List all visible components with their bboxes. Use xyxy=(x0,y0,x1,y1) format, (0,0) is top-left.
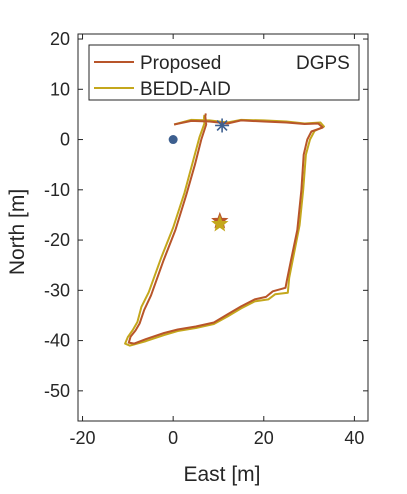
y-tick-label: 10 xyxy=(50,79,70,99)
x-tick-label: 0 xyxy=(168,428,178,448)
x-axis-label: East [m] xyxy=(183,463,260,486)
y-tick-label: -20 xyxy=(44,230,70,250)
y-tick-label: -10 xyxy=(44,180,70,200)
x-tick-label: 20 xyxy=(254,428,274,448)
series-layer xyxy=(124,113,325,347)
legend-label-proposed: Proposed xyxy=(140,53,221,74)
plot-frame xyxy=(77,33,369,422)
end-bedd-star xyxy=(211,214,229,232)
plot-box xyxy=(77,33,369,422)
series-line-proposed xyxy=(127,113,324,345)
y-tick-label: 0 xyxy=(60,130,70,150)
axis-ticks: -20 0 20 40 20 10 0 -10 -20 -30 -40 -50 xyxy=(44,29,368,448)
legend-box xyxy=(88,44,360,101)
dgps-marker xyxy=(215,118,230,133)
y-tick-label: -30 xyxy=(44,280,70,300)
y-tick-label: -50 xyxy=(44,381,70,401)
y-tick-label: -40 xyxy=(44,331,70,351)
y-tick-label: 20 xyxy=(50,29,70,49)
x-tick-label: 40 xyxy=(344,428,364,448)
x-tick-label: -20 xyxy=(70,428,96,448)
y-axis-label: North [m] xyxy=(6,189,29,275)
start-point-marker xyxy=(168,135,178,145)
legend: Proposed DGPS BEDD-AID xyxy=(88,44,360,101)
legend-label-dgps: DGPS xyxy=(296,53,350,74)
legend-label-bedd: BEDD-AID xyxy=(140,79,231,100)
